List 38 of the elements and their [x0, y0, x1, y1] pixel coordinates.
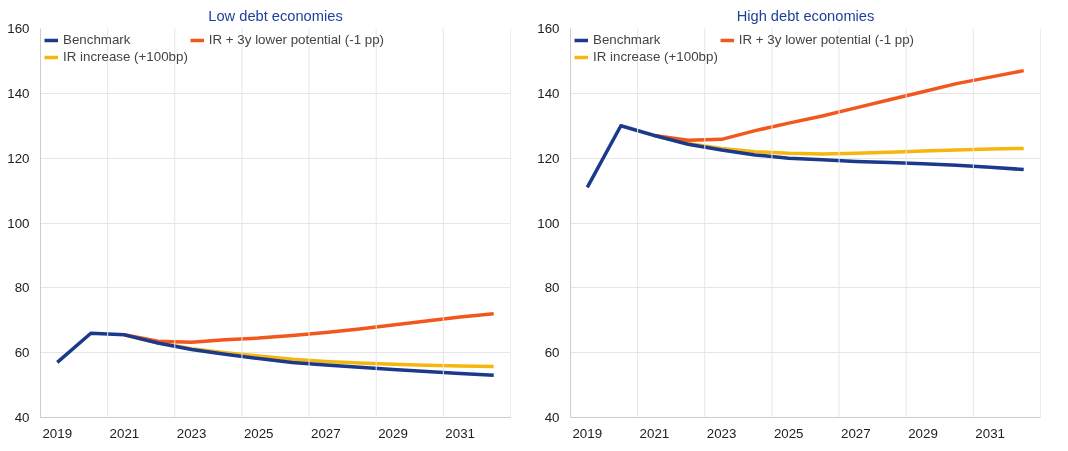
x-tick-label: 2019 — [572, 425, 603, 441]
y-tick-label: 140 — [7, 85, 30, 101]
x-tick-label: 2031 — [445, 425, 475, 441]
y-tick-label: 160 — [7, 21, 30, 36]
y-tick-label: 160 — [537, 21, 560, 36]
y-tick-label: 140 — [537, 85, 560, 101]
x-tick-label: 2019 — [42, 425, 73, 441]
legend-label: IR increase (+100bp) — [63, 49, 188, 64]
x-tick-label: 2027 — [311, 425, 341, 441]
y-tick-label: 60 — [14, 345, 30, 361]
y-tick-label: 100 — [537, 215, 560, 231]
y-tick-label: 60 — [544, 345, 560, 361]
x-tick-label: 2025 — [243, 425, 274, 441]
x-tick-label: 2027 — [841, 425, 871, 441]
x-tick-label: 2023 — [706, 425, 737, 441]
y-tick-label: 120 — [537, 150, 560, 166]
legend-label: IR + 3y lower potential (-1 pp) — [208, 32, 385, 47]
legend-label: Benchmark — [63, 32, 131, 47]
y-tick-label: 120 — [7, 150, 30, 166]
x-tick-label: 2029 — [378, 425, 408, 441]
line-series — [55, 331, 496, 378]
chart-title: High debt economies — [736, 7, 875, 24]
x-tick-label: 2021 — [639, 425, 670, 441]
legend-label: IR + 3y lower potential (-1 pp) — [738, 32, 915, 47]
x-tick-label: 2029 — [908, 425, 938, 441]
y-tick-label: 80 — [14, 280, 30, 296]
legend-label: Benchmark — [593, 32, 661, 47]
y-tick-label: 100 — [7, 215, 30, 231]
y-tick-label: 40 — [14, 410, 30, 425]
legend-label: IR increase (+100bp) — [593, 49, 718, 64]
line-series — [585, 124, 1026, 190]
x-tick-label: 2021 — [109, 425, 140, 441]
y-tick-label: 40 — [544, 410, 560, 425]
x-tick-label: 2023 — [176, 425, 207, 441]
y-tick-label: 80 — [544, 280, 560, 296]
x-tick-label: 2025 — [773, 425, 804, 441]
chart-title: Low debt economies — [208, 7, 343, 24]
x-tick-label: 2031 — [975, 425, 1005, 441]
